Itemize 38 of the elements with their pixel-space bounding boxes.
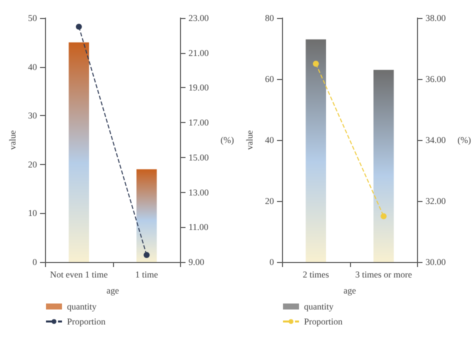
y2-tick-label: 19.00 bbox=[188, 82, 210, 93]
y-tick-label: 10 bbox=[28, 208, 38, 218]
x-axis-title: age bbox=[106, 286, 120, 296]
y2-tick-label: 11.00 bbox=[188, 222, 209, 232]
y-tick-label: 50 bbox=[28, 13, 38, 23]
y-tick-label: 80 bbox=[265, 13, 274, 23]
y-tick-label: 40 bbox=[28, 62, 38, 72]
y2-tick-label: 30.00 bbox=[426, 257, 446, 267]
y-tick-label: 20 bbox=[265, 196, 274, 206]
y2-tick-label: 38.00 bbox=[426, 13, 446, 23]
y2-axis-title: (%) bbox=[220, 135, 234, 145]
y2-tick-label: 36.00 bbox=[426, 74, 446, 84]
y2-tick-label: 21.00 bbox=[188, 48, 210, 58]
y-axis-title: value bbox=[244, 130, 254, 150]
y2-tick-label: 9.00 bbox=[188, 257, 205, 267]
y-tick-label: 60 bbox=[265, 74, 274, 84]
y2-tick-label: 32.00 bbox=[426, 196, 446, 206]
legend-label: Proportion bbox=[67, 316, 106, 326]
x-tick-label: 1 time bbox=[135, 270, 158, 280]
y2-tick-label: 34.00 bbox=[426, 135, 446, 145]
x-axis-title: age bbox=[344, 286, 356, 296]
y2-tick-label: 15.00 bbox=[188, 152, 210, 162]
x-tick-label: Not even 1 time bbox=[50, 270, 108, 280]
y2-axis-title: (%) bbox=[458, 135, 472, 145]
x-tick-label: 3 times or more bbox=[355, 270, 412, 280]
legend-label: quantity bbox=[67, 302, 97, 312]
y-axis-title: value bbox=[8, 130, 18, 150]
y2-tick-label: 23.00 bbox=[188, 13, 210, 23]
legend-label: Proportion bbox=[304, 316, 343, 326]
y-tick-label: 20 bbox=[28, 159, 38, 170]
y-tick-label: 0 bbox=[32, 257, 38, 267]
x-tick-label: 2 times bbox=[302, 270, 330, 280]
y-tick-label: 30 bbox=[28, 110, 38, 121]
y2-tick-label: 13.00 bbox=[188, 187, 210, 198]
legend-label: quantity bbox=[304, 302, 334, 312]
y2-tick-label: 17.00 bbox=[188, 118, 210, 128]
y-tick-label: 0 bbox=[270, 257, 274, 267]
y-tick-label: 40 bbox=[265, 135, 274, 145]
